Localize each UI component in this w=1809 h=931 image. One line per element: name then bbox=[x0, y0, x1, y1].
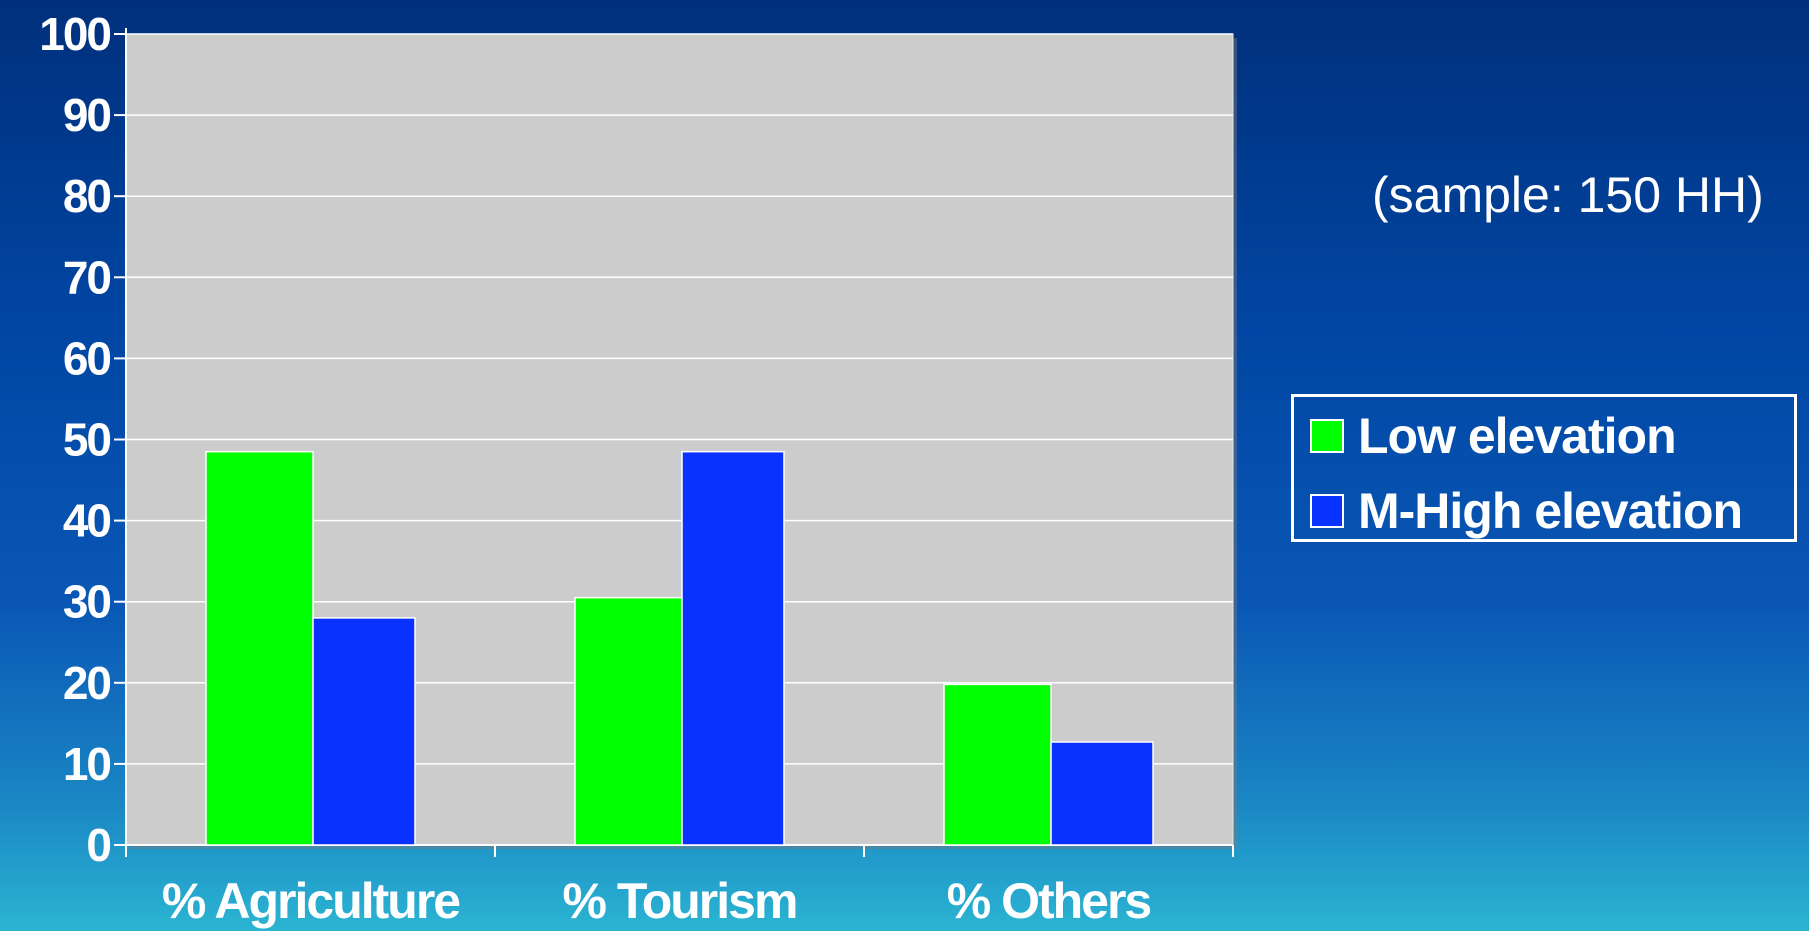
y-tick-label: 80 bbox=[63, 170, 111, 222]
bar-low-elevation bbox=[205, 450, 314, 846]
y-tick-label: 30 bbox=[63, 576, 111, 628]
bar-m-high-elevation bbox=[312, 617, 416, 846]
legend: Low elevation M-High elevation bbox=[1291, 394, 1797, 542]
y-tick-label: 100 bbox=[39, 8, 110, 60]
legend-swatch-low-elevation bbox=[1310, 419, 1344, 453]
bar-low-elevation bbox=[574, 596, 683, 846]
legend-item-m-high-elevation: M-High elevation bbox=[1310, 483, 1743, 539]
y-tick-label: 90 bbox=[63, 89, 111, 141]
x-category-label: % Others bbox=[947, 873, 1151, 929]
y-tick-label: 10 bbox=[63, 738, 111, 790]
y-tick-label: 20 bbox=[63, 657, 111, 709]
x-category-label: % Tourism bbox=[563, 873, 797, 929]
y-tick-label: 50 bbox=[63, 414, 111, 466]
y-tick-label: 40 bbox=[63, 495, 111, 547]
sample-note: (sample: 150 HH) bbox=[1372, 167, 1764, 223]
y-tick-label: 0 bbox=[86, 819, 110, 871]
legend-label-m-high-elevation: M-High elevation bbox=[1358, 483, 1743, 539]
bar-m-high-elevation bbox=[1050, 741, 1154, 846]
x-category-label: % Agriculture bbox=[162, 873, 460, 929]
legend-label-low-elevation: Low elevation bbox=[1358, 408, 1677, 464]
legend-item-low-elevation: Low elevation bbox=[1310, 408, 1677, 464]
bar-m-high-elevation bbox=[681, 450, 785, 846]
y-tick-label: 70 bbox=[63, 251, 111, 303]
bar-low-elevation bbox=[943, 683, 1052, 846]
y-tick-label: 60 bbox=[63, 332, 111, 384]
legend-swatch-m-high-elevation bbox=[1310, 494, 1344, 528]
